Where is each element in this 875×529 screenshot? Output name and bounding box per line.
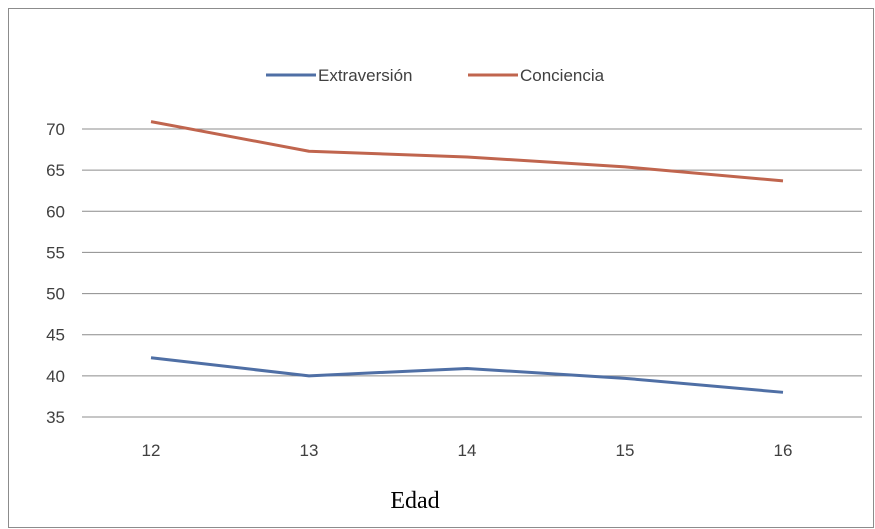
series-line-extraversion xyxy=(150,356,784,394)
series-lines xyxy=(150,120,784,394)
x-tick-label: 13 xyxy=(300,441,319,460)
legend-label-conciencia: Conciencia xyxy=(520,66,605,85)
chart-area xyxy=(8,8,874,528)
y-tick-label: 60 xyxy=(46,202,65,221)
y-tick-label: 50 xyxy=(46,285,65,304)
x-tick-label: 12 xyxy=(142,441,161,460)
legend: Extraversión Conciencia xyxy=(266,66,605,85)
series-line-conciencia xyxy=(150,120,784,183)
y-tick-label: 55 xyxy=(46,243,65,262)
x-tick-label: 16 xyxy=(774,441,793,460)
y-axis-ticks: 35 40 45 50 55 60 65 70 xyxy=(46,120,65,427)
y-tick-label: 65 xyxy=(46,161,65,180)
x-tick-label: 14 xyxy=(458,441,477,460)
gridlines xyxy=(82,128,862,418)
x-axis-title: Edad xyxy=(390,488,439,514)
x-tick-label: 15 xyxy=(616,441,635,460)
y-tick-label: 45 xyxy=(46,326,65,345)
y-tick-label: 35 xyxy=(46,408,65,427)
legend-label-extraversion: Extraversión xyxy=(318,66,412,85)
y-tick-label: 70 xyxy=(46,120,65,139)
x-axis-ticks: 12 13 14 15 16 xyxy=(142,441,793,460)
y-tick-label: 40 xyxy=(46,367,65,386)
